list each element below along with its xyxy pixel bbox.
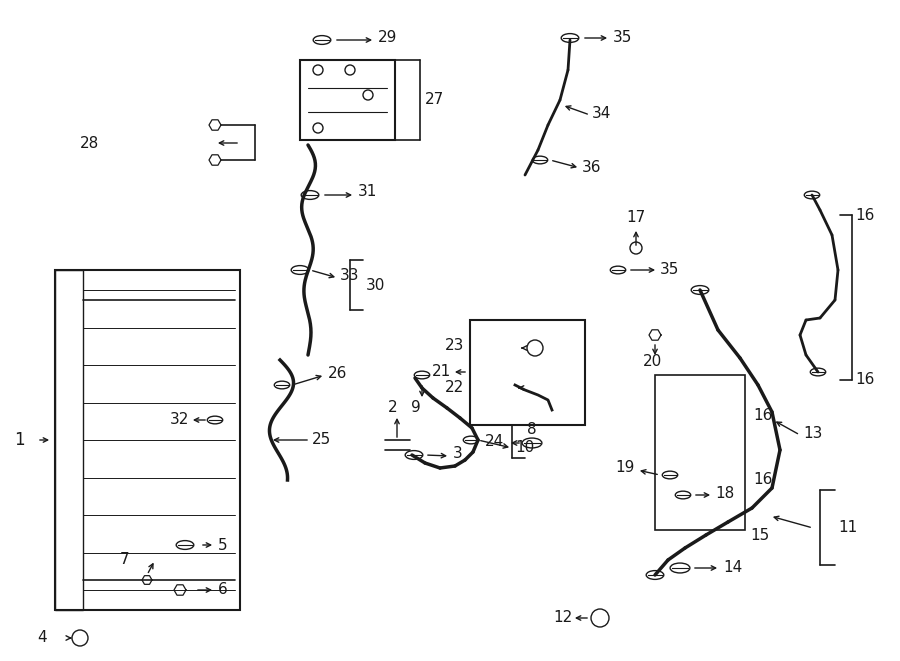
Bar — [55, 270, 240, 610]
Text: 15: 15 — [750, 527, 770, 543]
Text: 7: 7 — [120, 553, 130, 568]
Text: 24: 24 — [485, 434, 504, 449]
Text: 36: 36 — [582, 159, 601, 175]
Text: 10: 10 — [515, 440, 535, 455]
Text: 16: 16 — [855, 208, 875, 223]
Text: 25: 25 — [312, 432, 331, 447]
Text: 11: 11 — [838, 520, 857, 535]
Text: 27: 27 — [425, 93, 445, 108]
Text: 19: 19 — [615, 461, 634, 475]
Text: 35: 35 — [660, 262, 680, 276]
Text: 16: 16 — [855, 373, 875, 387]
Text: 29: 29 — [378, 30, 398, 46]
Bar — [55, 270, 83, 610]
Text: 8: 8 — [527, 422, 536, 438]
Text: 28: 28 — [80, 136, 99, 151]
Text: 2: 2 — [388, 401, 398, 416]
Text: 3: 3 — [453, 446, 463, 461]
Text: 34: 34 — [592, 106, 611, 120]
Text: 6: 6 — [218, 582, 228, 598]
Text: 31: 31 — [358, 184, 377, 200]
Text: 12: 12 — [553, 609, 572, 625]
Text: 16: 16 — [753, 473, 772, 488]
Text: 26: 26 — [328, 366, 347, 381]
Text: 22: 22 — [445, 381, 464, 395]
Text: 35: 35 — [613, 30, 633, 44]
Text: 5: 5 — [218, 537, 228, 553]
Text: 17: 17 — [626, 210, 645, 225]
Text: 33: 33 — [340, 268, 359, 284]
Text: 21: 21 — [432, 364, 451, 379]
Text: 4: 4 — [37, 631, 47, 646]
Bar — [655, 375, 745, 530]
Text: 30: 30 — [366, 278, 385, 293]
Text: 23: 23 — [445, 338, 464, 352]
Text: 13: 13 — [803, 426, 823, 440]
Text: 9: 9 — [411, 399, 421, 414]
Text: 18: 18 — [715, 485, 734, 500]
Bar — [470, 320, 585, 425]
Text: 14: 14 — [723, 559, 742, 574]
Text: 20: 20 — [643, 354, 662, 369]
Text: 16: 16 — [753, 407, 772, 422]
Text: 1: 1 — [14, 431, 25, 449]
Text: 32: 32 — [170, 412, 189, 428]
Bar — [300, 60, 395, 140]
